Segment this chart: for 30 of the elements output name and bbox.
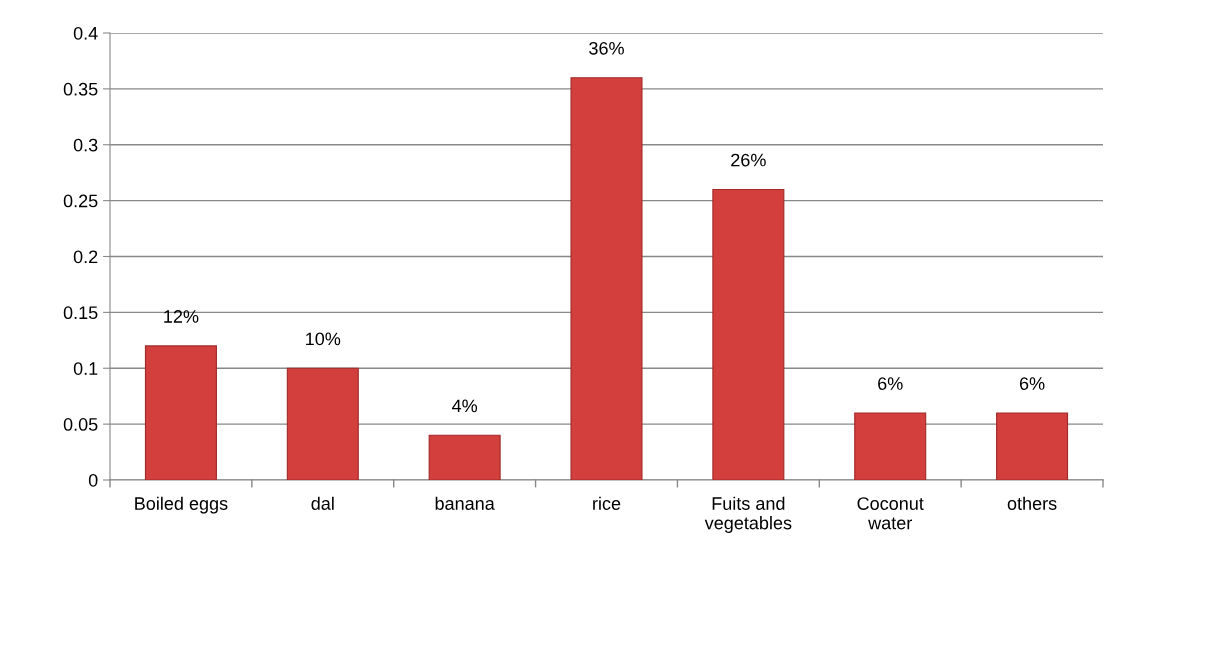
x-tick-label: banana [435, 496, 495, 510]
data-label: 6% [878, 377, 903, 390]
bar [854, 412, 927, 480]
y-tick-label: 0.2 [73, 250, 98, 264]
data-label: 10% [306, 332, 341, 346]
bar [144, 345, 217, 480]
y-tick-label: 0.4 [73, 26, 98, 40]
y-tick-label: 0.05 [63, 418, 98, 431]
data-label: 4% [452, 399, 478, 413]
x-tick-label: Boiled eggs [135, 496, 228, 514]
data-label: 6% [1019, 377, 1045, 390]
y-tick-label: 0.3 [73, 138, 98, 152]
x-tick-label: others [1007, 496, 1057, 510]
x-tick-label: rice [593, 496, 621, 510]
data-label: 26% [731, 153, 766, 167]
y-tick-label: 0.1 [73, 362, 98, 375]
bar [712, 188, 785, 480]
bar [428, 434, 501, 480]
data-label: 12% [164, 310, 199, 323]
y-tick-label: 0 [88, 473, 98, 487]
x-tick-label: Fuits and vegetables [704, 496, 792, 533]
bar [286, 367, 359, 480]
y-tick-label: 0.15 [63, 306, 98, 320]
x-tick-label: dal [311, 496, 334, 510]
x-tick-label: Coconut water [857, 497, 924, 530]
bar [570, 77, 643, 480]
y-tick-label: 0.35 [63, 82, 98, 96]
data-label: 36% [589, 41, 624, 55]
y-tick-label: 0.25 [63, 194, 98, 208]
bar [996, 412, 1069, 480]
